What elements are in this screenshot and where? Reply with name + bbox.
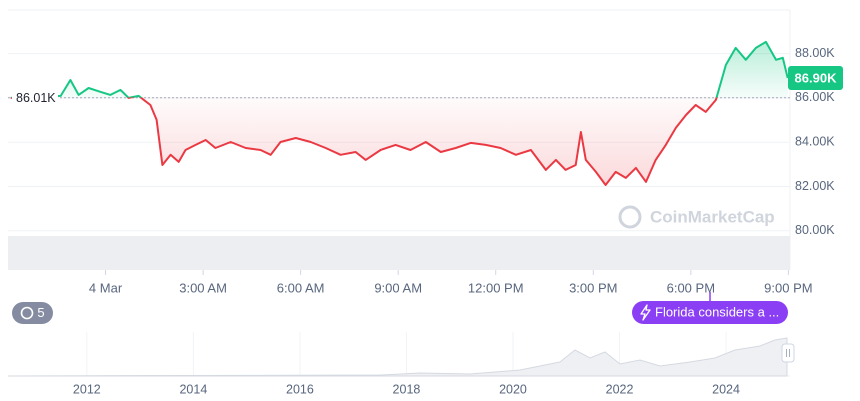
x-tick-label: 9:00 PM: [764, 280, 812, 295]
price-line: [10, 40, 789, 186]
navigator-area: [7, 337, 788, 377]
navigator-year-label: 2024: [712, 382, 740, 396]
x-tick-label: 4 Mar: [89, 280, 123, 295]
price-area: [10, 41, 788, 186]
watermark-text: CoinMarketCap: [650, 207, 775, 226]
x-tick-label: 9:00 AM: [374, 280, 422, 295]
navigator-year-label: 2020: [499, 382, 527, 396]
baseline-label: 86.01K: [16, 91, 56, 105]
y-tick-label: 80.00K: [795, 223, 835, 237]
navigator-year-label: 2016: [286, 382, 314, 396]
baseline-label-bg: [12, 89, 58, 107]
event-label: Florida considers a ...: [655, 304, 779, 319]
x-tick-label: 3:00 AM: [179, 280, 227, 295]
y-tick-label: 82.00K: [795, 179, 835, 193]
navigator-year-label: 2014: [179, 382, 207, 396]
history-count: 5: [37, 305, 44, 320]
last-price-label: 86.90K: [795, 70, 838, 85]
y-tick-label: 86.00K: [795, 90, 835, 104]
last-price-box: [788, 65, 843, 90]
x-tick-label: 12:00 PM: [468, 280, 524, 295]
navigator-year-label: 2012: [73, 382, 101, 396]
event-pill[interactable]: Florida considers a ...: [632, 292, 788, 324]
navigator-year-label: 2022: [606, 382, 634, 396]
navigator-handle[interactable]: [781, 343, 795, 363]
x-tick-label: 3:00 PM: [569, 280, 617, 295]
navigator-year-label: 2018: [393, 382, 421, 396]
history-badge[interactable]: 5: [12, 302, 53, 324]
x-tick-label: 6:00 PM: [667, 280, 715, 295]
y-tick-label: 84.00K: [795, 135, 835, 149]
watermark: CoinMarketCap: [618, 205, 775, 229]
volume-strip: [8, 236, 790, 270]
x-tick-label: 6:00 AM: [277, 280, 325, 295]
y-tick-label: 88.00K: [795, 46, 835, 60]
